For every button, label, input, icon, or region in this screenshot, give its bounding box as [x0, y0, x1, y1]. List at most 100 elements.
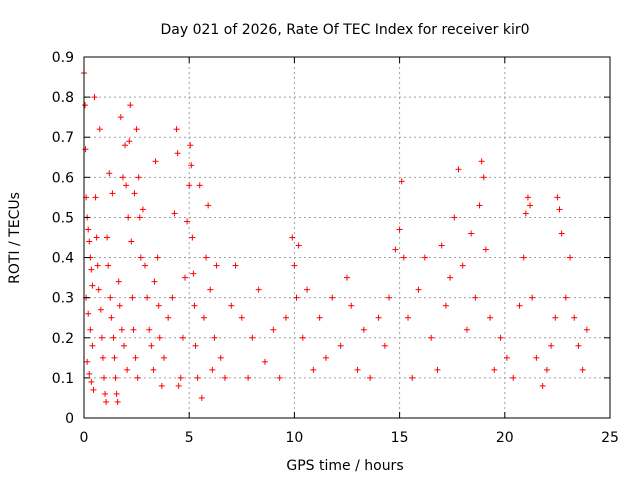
axis-ticks	[83, 56, 611, 419]
data-point	[295, 242, 302, 249]
data-point	[459, 262, 466, 269]
data-point	[93, 234, 100, 241]
data-point	[194, 374, 201, 381]
data-point	[579, 366, 586, 373]
data-point	[118, 326, 125, 333]
data-point	[148, 342, 155, 349]
data-point	[291, 262, 298, 269]
data-point	[478, 158, 485, 165]
x-tick-label: 15	[391, 430, 409, 446]
data-point	[442, 302, 449, 309]
data-point	[344, 274, 350, 281]
data-point	[116, 302, 123, 309]
data-point	[293, 294, 300, 301]
data-point	[109, 190, 116, 197]
data-point	[154, 254, 161, 261]
data-point	[156, 334, 163, 341]
data-point	[198, 394, 205, 401]
data-point	[447, 274, 454, 281]
data-point	[282, 314, 289, 321]
data-point	[133, 126, 140, 133]
data-point	[491, 366, 498, 373]
grid	[84, 57, 610, 418]
data-point	[463, 326, 470, 333]
data-point	[261, 358, 268, 365]
data-point	[179, 334, 186, 341]
data-point	[548, 342, 555, 349]
data-point	[86, 238, 93, 245]
y-tick-label: 0.9	[52, 50, 74, 66]
x-tick-label: 0	[80, 430, 89, 446]
data-point	[160, 354, 167, 361]
data-point	[132, 354, 139, 361]
data-point	[144, 294, 151, 301]
data-point	[516, 302, 523, 309]
data-point	[94, 262, 101, 269]
data-point	[136, 214, 143, 221]
data-point	[123, 182, 130, 189]
data-point	[130, 326, 137, 333]
data-point	[119, 174, 126, 181]
data-point	[398, 178, 405, 185]
data-point	[151, 278, 158, 285]
data-point	[131, 190, 138, 197]
data-point	[82, 146, 89, 153]
data-point	[228, 302, 235, 309]
data-point	[348, 302, 355, 309]
data-point	[217, 354, 224, 361]
data-point	[120, 342, 127, 349]
data-point	[421, 254, 428, 261]
data-point	[103, 398, 110, 405]
data-point	[105, 262, 112, 269]
data-point	[207, 286, 214, 293]
y-tick-label: 0.4	[52, 251, 74, 267]
data-point	[165, 314, 172, 321]
data-point	[107, 294, 114, 301]
data-point	[583, 326, 590, 333]
x-tick-label: 5	[185, 430, 194, 446]
y-tick-label: 0.5	[52, 210, 74, 226]
y-tick-label: 0.7	[52, 130, 74, 146]
data-point	[203, 254, 210, 261]
data-point	[129, 294, 136, 301]
data-point	[125, 214, 132, 221]
data-point	[552, 314, 559, 321]
y-tick-label: 0	[65, 411, 74, 427]
data-point	[337, 342, 344, 349]
data-point	[174, 150, 181, 157]
data-point	[375, 314, 382, 321]
data-point	[468, 230, 475, 237]
data-point	[310, 366, 317, 373]
data-point	[270, 326, 277, 333]
data-point	[134, 374, 141, 381]
data-point	[155, 302, 162, 309]
data-point	[150, 366, 157, 373]
data-point	[520, 254, 527, 261]
data-point	[146, 326, 153, 333]
data-point	[158, 382, 165, 389]
x-tick-label: 25	[601, 430, 619, 446]
data-point	[97, 306, 104, 313]
data-point	[139, 206, 146, 213]
data-point	[175, 382, 182, 389]
data-point	[232, 262, 239, 269]
data-point	[386, 294, 393, 301]
data-point	[238, 314, 245, 321]
data-point	[524, 194, 531, 201]
data-point	[562, 294, 569, 301]
y-tick-label: 0.2	[52, 331, 74, 347]
data-point	[522, 210, 529, 217]
data-point	[82, 102, 89, 109]
data-point	[169, 294, 176, 301]
data-point	[104, 234, 111, 241]
data-point	[137, 254, 144, 261]
data-point	[189, 234, 196, 241]
data-point	[480, 174, 487, 181]
data-point	[191, 302, 198, 309]
data-point	[415, 286, 422, 293]
data-point	[112, 374, 119, 381]
data-point	[299, 334, 306, 341]
data-point	[567, 254, 574, 261]
data-point	[255, 286, 262, 293]
data-point	[184, 218, 191, 225]
